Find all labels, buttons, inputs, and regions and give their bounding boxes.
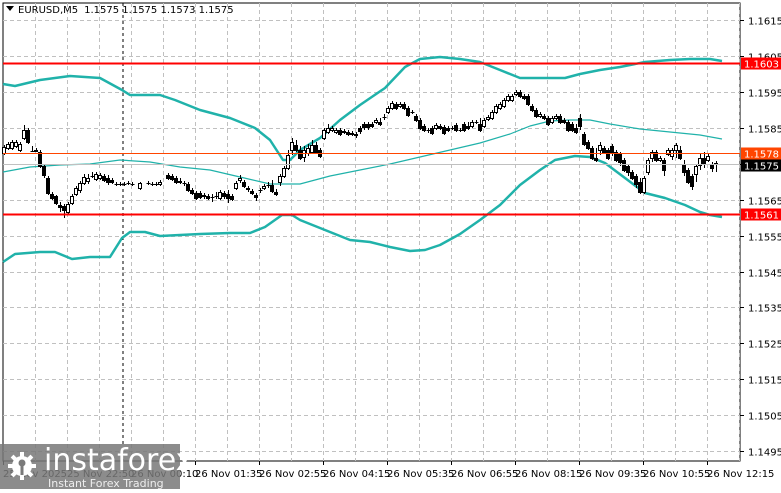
svg-text:1.1561: 1.1561 (744, 211, 779, 222)
time-tick-label: 26 Nov 02:55 (259, 469, 326, 480)
price-tick-label: 1.1535 (748, 304, 781, 315)
price-tick-label: 1.1515 (748, 376, 781, 387)
dropdown-triangle-icon[interactable] (6, 6, 14, 11)
time-tick-label: 26 Nov 04:15 (323, 469, 390, 480)
brand-name: instaforex (44, 443, 194, 478)
price-tick-label: 1.1505 (748, 412, 781, 423)
current-price-tag: 1.1575 (741, 159, 781, 173)
price-tick-label: 1.1615 (748, 17, 781, 28)
time-tick-label: 26 Nov 10:55 (643, 469, 710, 480)
price-tick-label: 1.1555 (748, 233, 781, 244)
price-levels (3, 62, 740, 216)
time-tick-label: 26 Nov 05:35 (387, 469, 454, 480)
time-tick-label: 26 Nov 09:35 (579, 469, 646, 480)
time-tick-label: 26 Nov 06:55 (451, 469, 518, 480)
price-tick-label: 1.1565 (748, 197, 781, 208)
time-tick-label: 26 Nov 01:35 (195, 469, 262, 480)
instaforex-watermark: instaforex Instant Forex Trading (0, 444, 193, 490)
support-price-tag: 1.1561 (741, 208, 781, 222)
price-tick-label: 1.1525 (748, 340, 781, 351)
time-tick-label: 26 Nov 12:15 (707, 469, 774, 480)
mid-level-price-tag: 1.1578 (741, 147, 781, 161)
gear-logo-icon (8, 452, 36, 480)
symbol-title: EURUSD,M5 1.1575 1.1575 1.1573 1.1575 (18, 5, 234, 16)
vertical-gridlines (35, 3, 740, 461)
time-tick-label: 26 Nov 08:15 (515, 469, 582, 480)
price-tick-label: 1.1495 (748, 448, 781, 459)
svg-text:1.1578: 1.1578 (744, 150, 779, 161)
price-tick-label: 1.1585 (748, 125, 781, 136)
price-axis: 1.16151.16051.15951.15851.15751.15651.15… (740, 17, 781, 459)
svg-text:1.1603: 1.1603 (744, 60, 779, 71)
svg-text:1.1575: 1.1575 (744, 162, 779, 173)
brand-tagline: Instant Forex Trading (48, 477, 164, 490)
price-tick-label: 1.1545 (748, 269, 781, 280)
candlesticks (2, 90, 718, 218)
plot-area[interactable] (2, 2, 741, 462)
price-tick-label: 1.1595 (748, 89, 781, 100)
resistance-price-tag: 1.1603 (741, 57, 781, 71)
